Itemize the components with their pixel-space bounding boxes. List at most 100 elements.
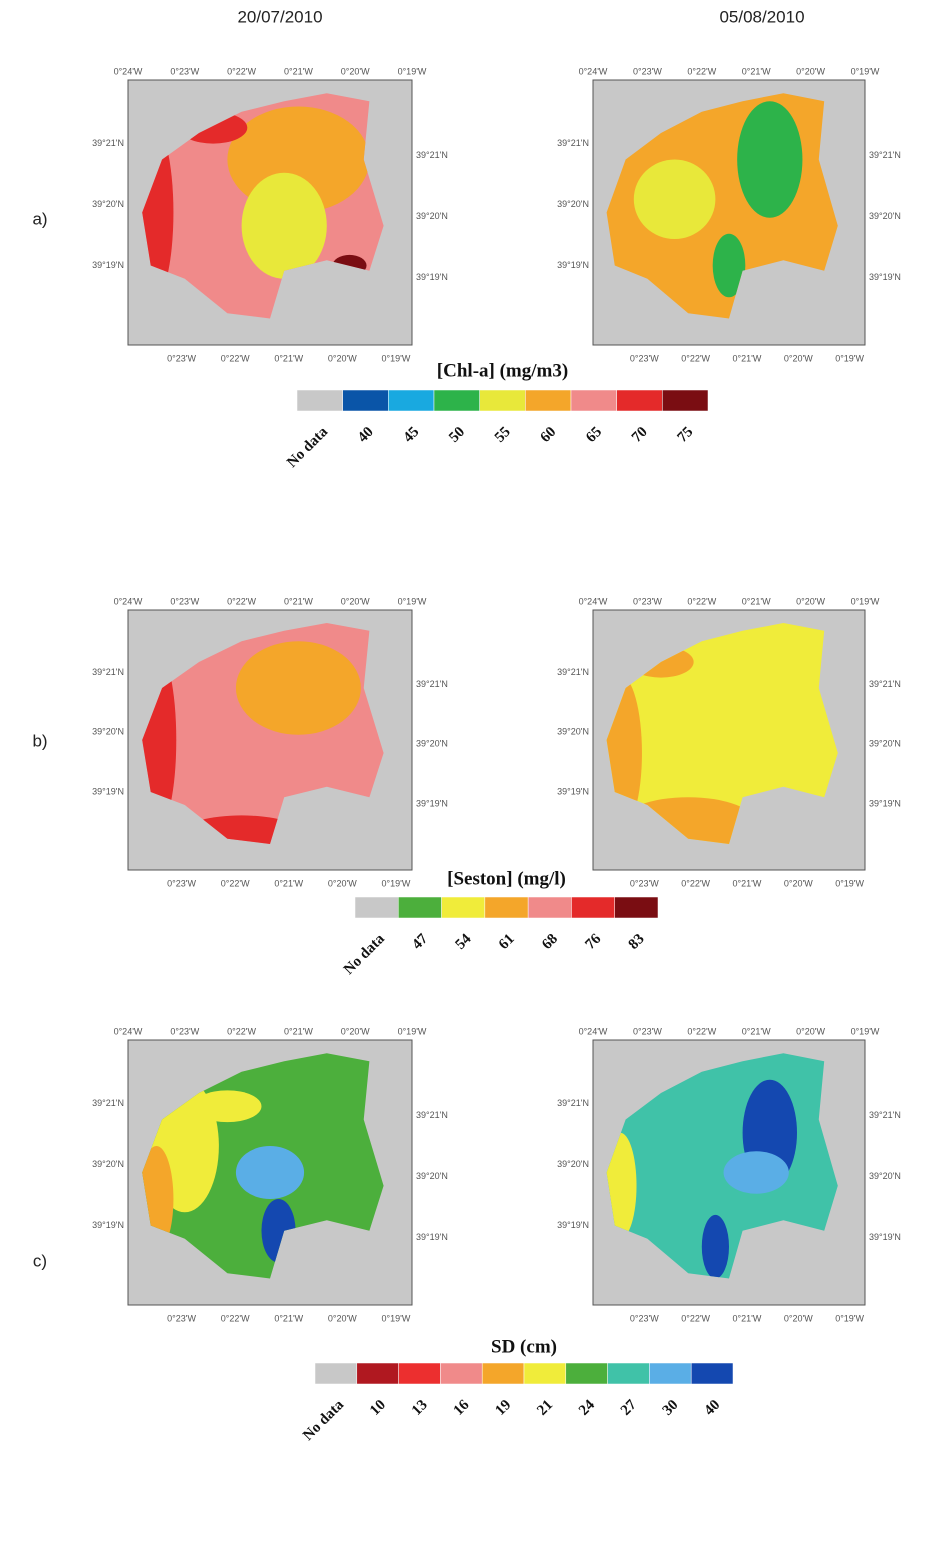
lon-label: 0°22'W — [221, 1313, 250, 1323]
lon-label: 0°24'W — [579, 596, 608, 606]
lon-label: 0°19'W — [851, 596, 880, 606]
lake-zone — [737, 101, 803, 218]
lake-zone — [712, 233, 746, 298]
lon-label: 0°22'W — [221, 353, 250, 363]
lon-label: 0°19'W — [398, 596, 427, 606]
lake-zone — [235, 1146, 305, 1199]
lon-label: 0°23'W — [167, 353, 196, 363]
legend-label: No data — [341, 931, 388, 978]
lon-label: 0°22'W — [681, 878, 710, 888]
legend-label: 16 — [451, 1397, 473, 1419]
legend-swatch — [433, 389, 480, 412]
lat-label: 39°20'N — [869, 1171, 901, 1181]
lat-label: 39°19'N — [416, 272, 448, 282]
lat-label: 39°19'N — [869, 1232, 901, 1242]
lon-label: 0°22'W — [681, 1313, 710, 1323]
lat-label: 39°21'N — [416, 679, 448, 689]
lon-label: 0°23'W — [170, 66, 199, 76]
legend-label: 83 — [626, 931, 648, 953]
legend-swatch — [616, 389, 663, 412]
column-header: 05/08/2010 — [719, 7, 804, 26]
legend-label: 50 — [446, 424, 468, 446]
legend-title: [Chl-a] (mg/m3) — [437, 360, 568, 381]
legend-swatch — [398, 896, 442, 919]
legend-swatch — [525, 389, 572, 412]
lat-label: 39°21'N — [557, 138, 589, 148]
lat-label: 39°19'N — [557, 786, 589, 796]
legend-swatch — [398, 1362, 441, 1385]
lat-label: 39°20'N — [416, 211, 448, 221]
lake-zone — [235, 641, 361, 735]
lon-label: 0°19'W — [382, 1313, 411, 1323]
lon-label: 0°24'W — [114, 596, 143, 606]
legend-label: 30 — [660, 1397, 682, 1419]
lon-label: 0°23'W — [633, 596, 662, 606]
lon-label: 0°24'W — [114, 1026, 143, 1036]
lon-label: 0°22'W — [227, 1026, 256, 1036]
legend-label: 70 — [629, 424, 651, 446]
lat-label: 39°21'N — [416, 1110, 448, 1120]
lon-label: 0°20'W — [341, 1026, 370, 1036]
lon-label: 0°19'W — [382, 353, 411, 363]
lat-label: 39°20'N — [557, 199, 589, 209]
row-label: c) — [33, 1251, 47, 1270]
lon-label: 0°22'W — [687, 596, 716, 606]
lon-label: 0°23'W — [170, 596, 199, 606]
legend-label: 10 — [367, 1397, 389, 1419]
legend-label: 40 — [355, 424, 377, 446]
lon-label: 0°20'W — [328, 878, 357, 888]
lon-label: 0°20'W — [341, 596, 370, 606]
lat-label: 39°21'N — [92, 1098, 124, 1108]
legend-label: 13 — [409, 1397, 431, 1419]
lon-label: 0°19'W — [398, 1026, 427, 1036]
legend-label: No data — [284, 424, 331, 471]
legend-label: 60 — [538, 424, 560, 446]
legend-label: 65 — [583, 424, 605, 446]
lat-label: 39°20'N — [416, 1171, 448, 1181]
lon-label: 0°20'W — [796, 1026, 825, 1036]
legend-swatch — [481, 1362, 525, 1385]
lake-zone — [701, 1214, 730, 1279]
lon-label: 0°23'W — [633, 66, 662, 76]
lat-label: 39°19'N — [416, 1232, 448, 1242]
lon-label: 0°20'W — [784, 353, 813, 363]
legend-label: 76 — [582, 931, 604, 953]
lon-label: 0°23'W — [630, 878, 659, 888]
lat-label: 39°21'N — [869, 679, 901, 689]
lat-label: 39°21'N — [869, 1110, 901, 1120]
lat-label: 39°20'N — [869, 211, 901, 221]
lat-label: 39°20'N — [557, 727, 589, 737]
legend-label: 55 — [492, 424, 514, 446]
lon-label: 0°20'W — [328, 353, 357, 363]
lon-label: 0°22'W — [687, 1026, 716, 1036]
lat-label: 39°20'N — [92, 727, 124, 737]
lon-label: 0°23'W — [170, 1026, 199, 1036]
lon-label: 0°19'W — [835, 353, 864, 363]
legend-swatch — [570, 389, 617, 412]
lon-label: 0°20'W — [784, 878, 813, 888]
lon-label: 0°21'W — [733, 878, 762, 888]
legend-label: 75 — [675, 424, 697, 446]
legend-swatch — [479, 389, 526, 412]
column-header: 20/07/2010 — [237, 7, 322, 26]
legend-swatch — [314, 1362, 358, 1385]
legend-label: 21 — [534, 1397, 556, 1419]
lon-label: 0°23'W — [167, 1313, 196, 1323]
lat-label: 39°19'N — [869, 272, 901, 282]
legend-swatch — [388, 389, 435, 412]
legend-swatch — [356, 1362, 399, 1385]
lon-label: 0°20'W — [796, 66, 825, 76]
lat-label: 39°21'N — [557, 667, 589, 677]
lat-label: 39°20'N — [92, 1159, 124, 1169]
lon-label: 0°21'W — [733, 353, 762, 363]
lake-zone — [193, 1090, 262, 1123]
lon-label: 0°21'W — [742, 1026, 771, 1036]
legend-swatch — [440, 1362, 483, 1385]
row-label: a) — [32, 209, 47, 228]
legend-swatch — [296, 389, 343, 412]
lat-label: 39°19'N — [92, 260, 124, 270]
lat-label: 39°20'N — [869, 739, 901, 749]
lat-label: 39°20'N — [416, 739, 448, 749]
lon-label: 0°19'W — [835, 878, 864, 888]
